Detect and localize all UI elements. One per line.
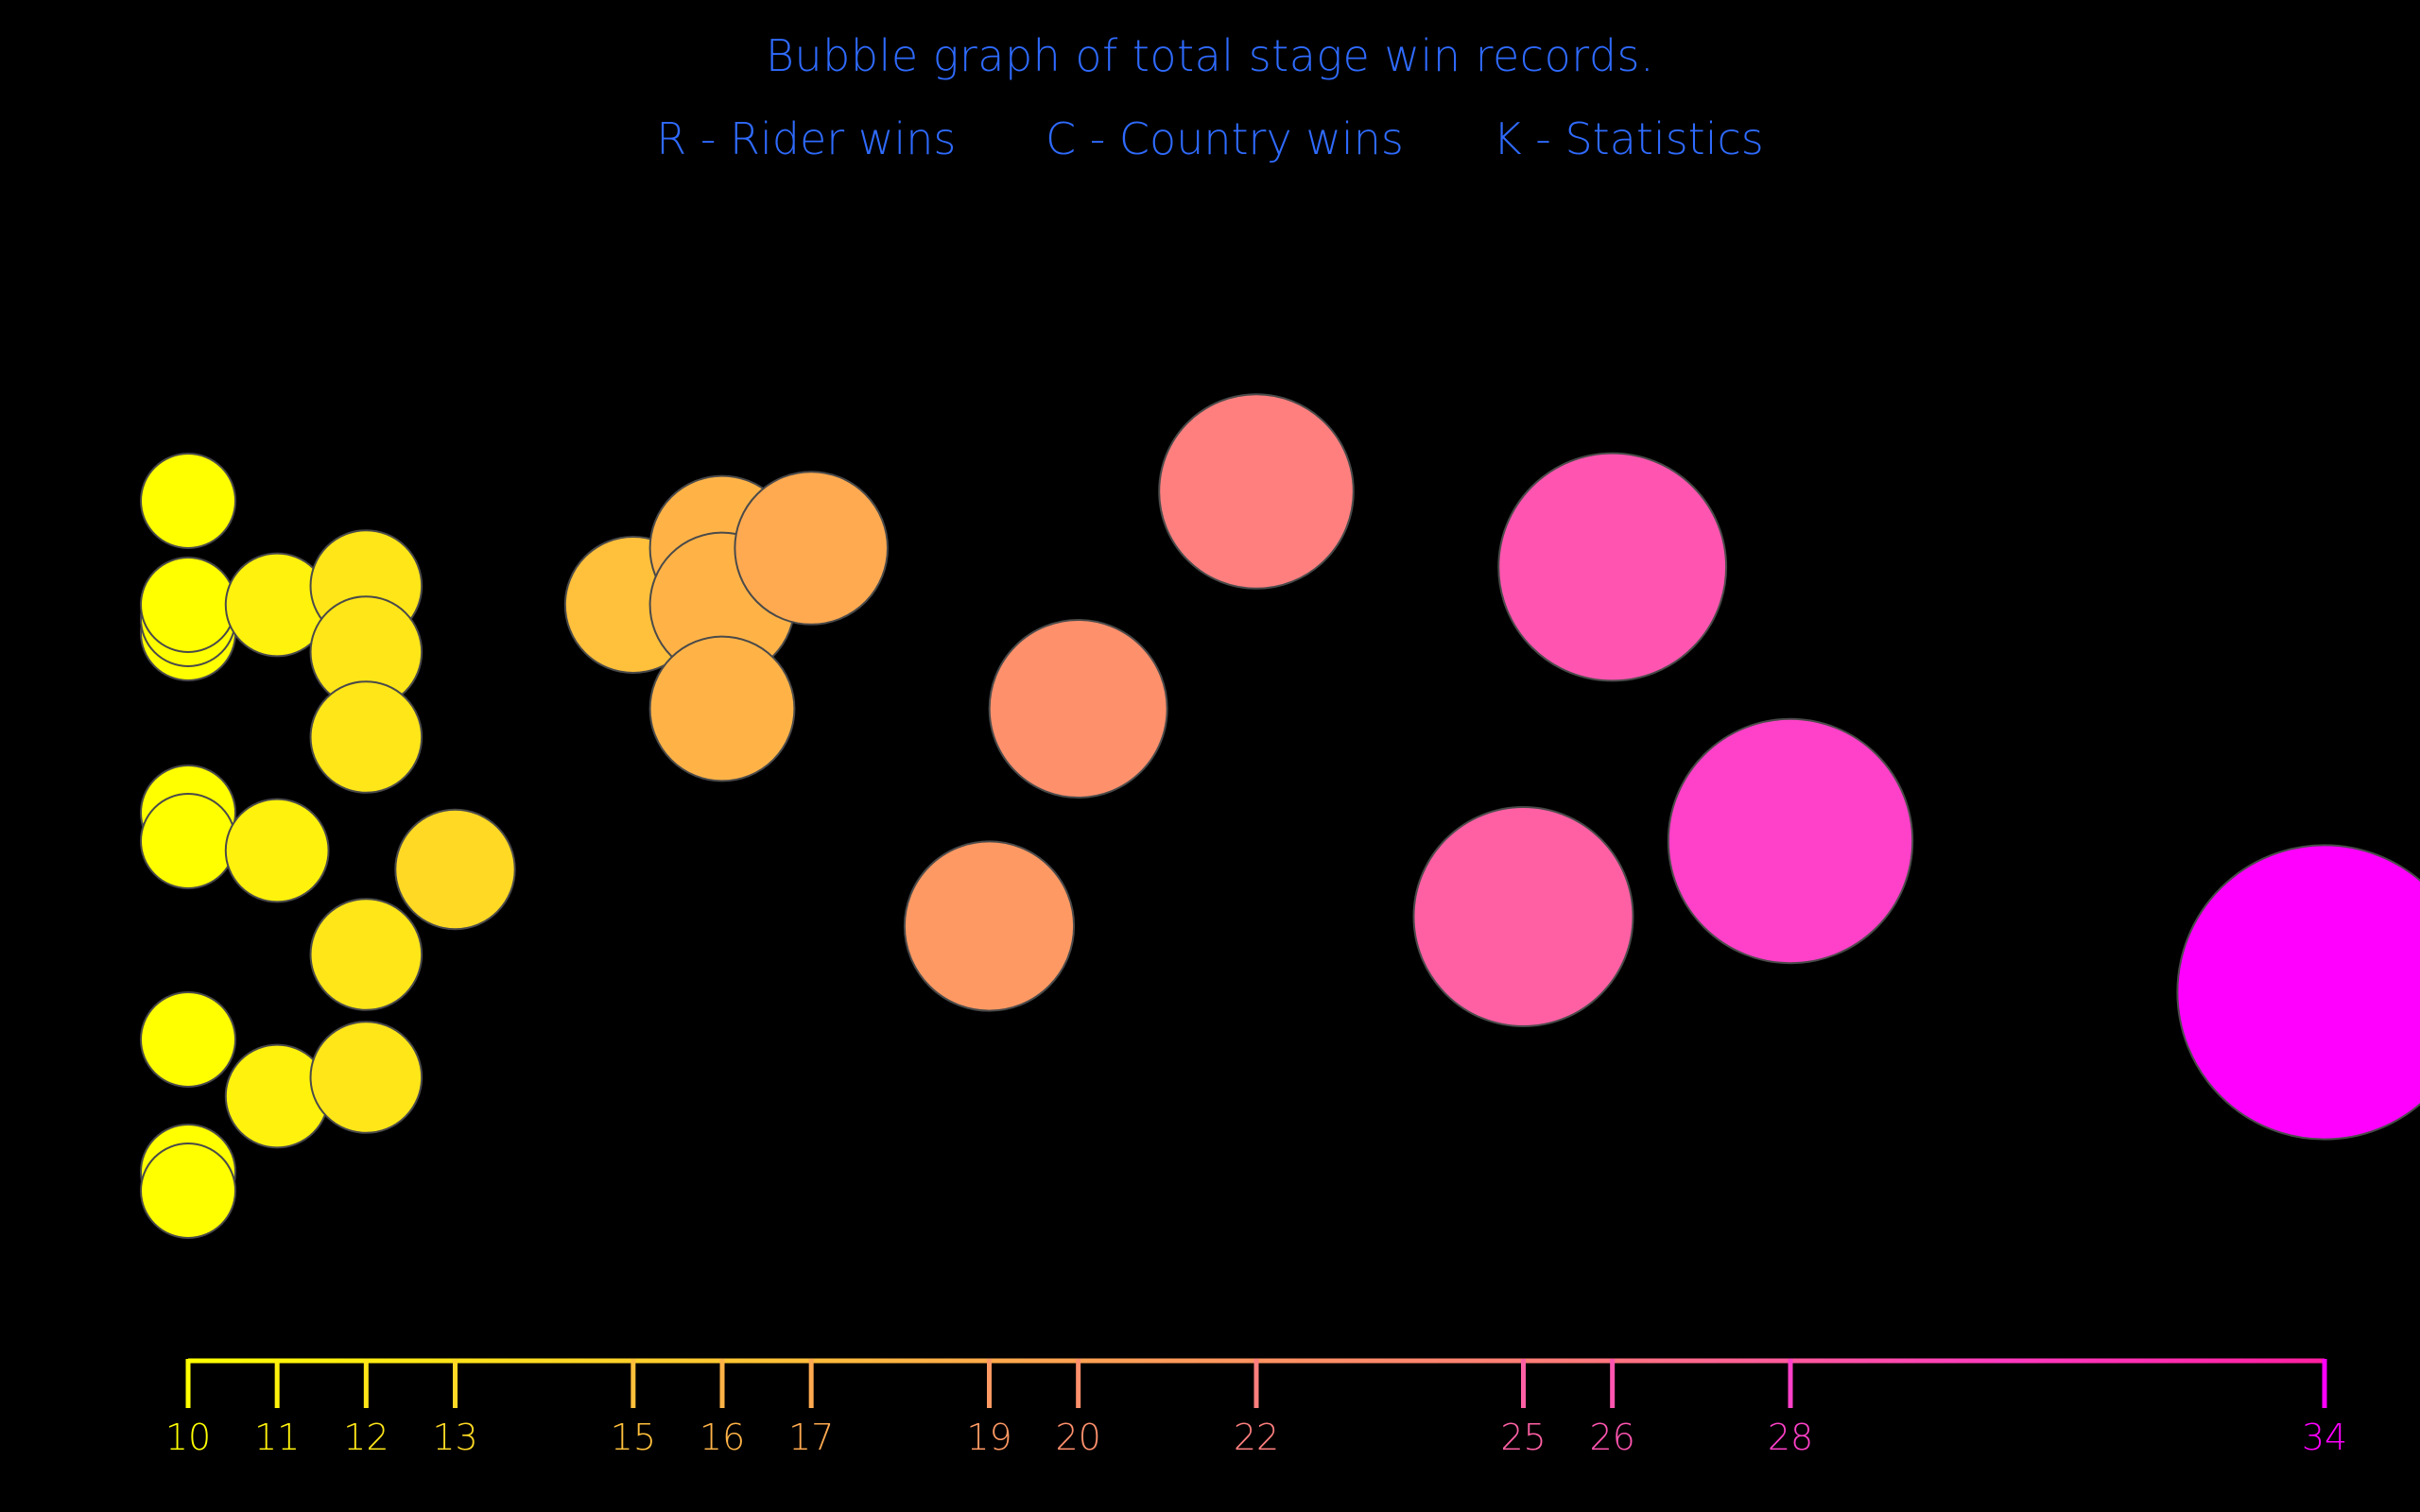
x-tick-label-10: 10: [165, 1417, 211, 1458]
bubble-10-8[interactable]: [140, 1143, 236, 1239]
x-tick-label-13: 13: [432, 1417, 477, 1458]
legend-statistics[interactable]: K - Statistics: [1493, 113, 1764, 164]
bubble-11-10[interactable]: [224, 798, 330, 903]
bubble-28-28[interactable]: [1667, 717, 1914, 965]
x-tick-label-28: 28: [1768, 1417, 1813, 1458]
x-tick-label-19: 19: [966, 1417, 1011, 1458]
x-axis: 10 11 12 13 15 16 17 19 20 22 25 26 28 34: [165, 1358, 2347, 1458]
bubble-34-29[interactable]: [2176, 844, 2420, 1141]
bubble-10-3[interactable]: [140, 557, 236, 653]
x-tick-label-17: 17: [788, 1417, 834, 1458]
bubble-13-17[interactable]: [394, 808, 516, 931]
legend-country-wins[interactable]: C - Country wins: [1045, 113, 1404, 164]
bubble-12-14[interactable]: [309, 680, 424, 794]
x-tick-label-16: 16: [700, 1417, 745, 1458]
bubble-20-24[interactable]: [988, 619, 1168, 799]
bubble-16-21[interactable]: [648, 635, 796, 782]
x-tick-label-15: 15: [611, 1417, 656, 1458]
bubble-12-16[interactable]: [309, 1021, 424, 1134]
x-tick-label-22: 22: [1234, 1417, 1279, 1458]
bubble-10-0[interactable]: [140, 453, 236, 549]
bubble-17-22[interactable]: [734, 471, 889, 626]
legend: R - Rider wins C - Country wins K - Stat…: [0, 113, 2420, 164]
bubble-26-27[interactable]: [1497, 452, 1728, 682]
x-tick-label-11: 11: [254, 1417, 300, 1458]
x-tick-label-20: 20: [1055, 1417, 1100, 1458]
bubble-25-26[interactable]: [1412, 806, 1634, 1027]
bubbles-layer: [140, 393, 2420, 1239]
x-tick-label-26: 26: [1589, 1417, 1634, 1458]
x-tick-label-34: 34: [2302, 1417, 2347, 1458]
x-tick-label-25: 25: [1500, 1417, 1546, 1458]
bubble-19-23[interactable]: [903, 840, 1076, 1012]
legend-rider-wins[interactable]: R - Rider wins: [656, 113, 957, 164]
bubble-10-5[interactable]: [140, 793, 236, 889]
bubble-22-25[interactable]: [1158, 393, 1355, 590]
x-tick-label-12: 12: [343, 1417, 389, 1458]
bubble-12-15[interactable]: [309, 898, 424, 1011]
chart-title: Bubble graph of total stage win records.: [765, 30, 1655, 81]
bubble-10-6[interactable]: [140, 991, 236, 1088]
